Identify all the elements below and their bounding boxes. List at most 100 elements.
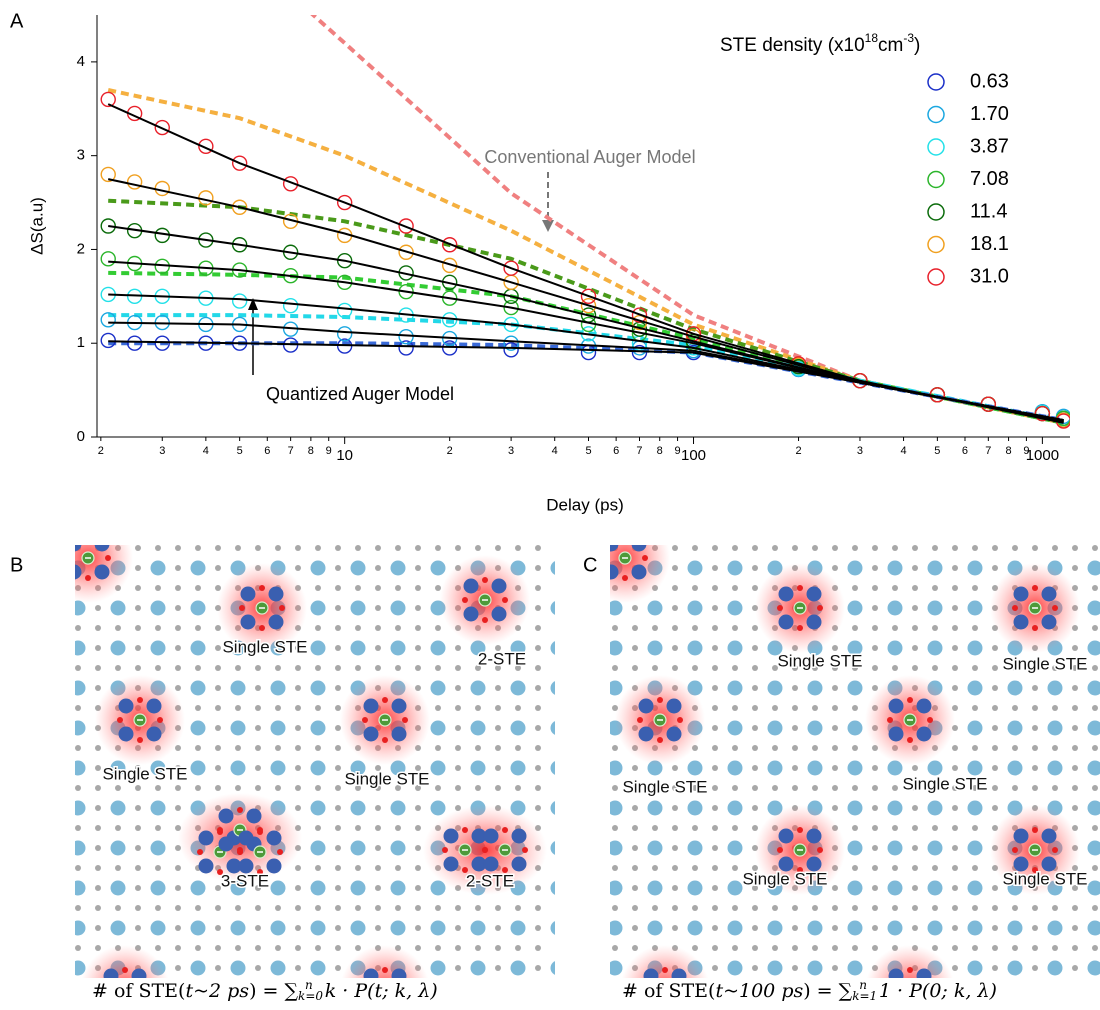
- lattice-site: [712, 645, 718, 651]
- lattice-ion: [728, 801, 743, 816]
- lattice-site: [932, 665, 938, 671]
- plot-area: [101, 0, 1070, 428]
- lattice-site: [732, 785, 738, 791]
- lattice-site: [1092, 705, 1098, 711]
- lattice-site: [95, 865, 101, 871]
- ste-hole: [817, 605, 823, 611]
- lattice-ion: [768, 681, 783, 696]
- lattice-ion: [351, 601, 366, 616]
- ste-ion: [807, 587, 822, 602]
- lattice-ion: [391, 921, 406, 936]
- lattice-site: [155, 785, 161, 791]
- lattice-site: [135, 605, 141, 611]
- lattice-site: [612, 905, 618, 911]
- lattice-site: [632, 925, 638, 931]
- lattice-ion: [608, 881, 623, 896]
- lattice-site: [832, 765, 838, 771]
- lattice-site: [295, 565, 301, 571]
- lattice-site: [135, 845, 141, 851]
- lattice-ion: [728, 761, 743, 776]
- lattice-site: [1012, 705, 1018, 711]
- lattice-site: [1012, 745, 1018, 751]
- lattice-site: [395, 625, 401, 631]
- lattice-site: [672, 865, 678, 871]
- lattice-site: [732, 945, 738, 951]
- lattice-ion: [608, 641, 623, 656]
- x-tick-label: 2: [98, 445, 104, 457]
- lattice-ion: [551, 601, 566, 616]
- fit-line: [108, 323, 1063, 421]
- lattice-ion: [608, 801, 623, 816]
- lattice-site: [495, 945, 501, 951]
- lattice-site: [992, 905, 998, 911]
- lattice-site: [195, 905, 201, 911]
- lattice-site: [872, 605, 878, 611]
- x-tick-label: 6: [613, 445, 619, 457]
- lattice-site: [455, 705, 461, 711]
- x-tick-label: 7: [636, 445, 642, 457]
- lattice-site: [355, 865, 361, 871]
- lattice-site: [515, 905, 521, 911]
- data-point: [284, 299, 298, 313]
- lattice-site: [1072, 925, 1078, 931]
- lattice-site: [555, 785, 561, 791]
- lattice-ion: [231, 721, 246, 736]
- x-tick-label: 4: [203, 445, 209, 457]
- lattice-ion: [1088, 841, 1100, 856]
- lattice-site: [712, 905, 718, 911]
- ste-ion: [807, 615, 822, 630]
- legend-title-part: ): [914, 35, 920, 56]
- lattice-site: [515, 745, 521, 751]
- lattice-site: [315, 905, 321, 911]
- lattice-site: [535, 565, 541, 571]
- lattice-site: [872, 645, 878, 651]
- formula-part: t~100 ps: [715, 980, 803, 1002]
- legend-label: 11.4: [970, 200, 1007, 222]
- lattice-site: [295, 725, 301, 731]
- lattice-site: [952, 605, 958, 611]
- ste-hole: [482, 617, 488, 623]
- lattice-site: [335, 845, 341, 851]
- lattice-ion: [968, 841, 983, 856]
- lattice-site: [415, 845, 421, 851]
- ste-hole: [259, 625, 265, 631]
- lattice-site: [832, 965, 838, 971]
- lattice-site: [732, 865, 738, 871]
- lattice-site: [972, 705, 978, 711]
- lattice-site: [732, 745, 738, 751]
- lattice-ion: [768, 761, 783, 776]
- lattice-site: [315, 945, 321, 951]
- lattice-ion: [71, 681, 86, 696]
- lattice-site: [812, 545, 818, 551]
- lattice-site: [612, 665, 618, 671]
- lattice-site: [375, 905, 381, 911]
- lattice-ion: [1008, 761, 1023, 776]
- lattice-site: [555, 545, 561, 551]
- lattice-site: [535, 745, 541, 751]
- ste-hole: [907, 967, 913, 973]
- lattice-site: [255, 725, 261, 731]
- panel-label: B: [10, 554, 23, 576]
- lattice-site: [1052, 745, 1058, 751]
- lattice-site: [535, 665, 541, 671]
- y-tick-label: 4: [77, 53, 85, 70]
- lattice-site: [215, 965, 221, 971]
- lattice-site: [752, 905, 758, 911]
- lattice-site: [555, 985, 561, 991]
- ste-hole: [217, 827, 223, 833]
- data-point: [199, 191, 213, 205]
- ste-hole: [1052, 847, 1058, 853]
- lattice-site: [1012, 905, 1018, 911]
- lattice-ion: [1088, 601, 1100, 616]
- lattice-site: [872, 885, 878, 891]
- lattice-site: [215, 945, 221, 951]
- ste-ion: [639, 727, 654, 742]
- lattice-ion: [928, 761, 943, 776]
- lattice-ion: [848, 601, 863, 616]
- ste-hole: [887, 717, 893, 723]
- lattice-site: [95, 665, 101, 671]
- lattice-site: [1092, 745, 1098, 751]
- ste-ion: [1042, 829, 1057, 844]
- ste-hole: [777, 605, 783, 611]
- lattice-ion: [351, 801, 366, 816]
